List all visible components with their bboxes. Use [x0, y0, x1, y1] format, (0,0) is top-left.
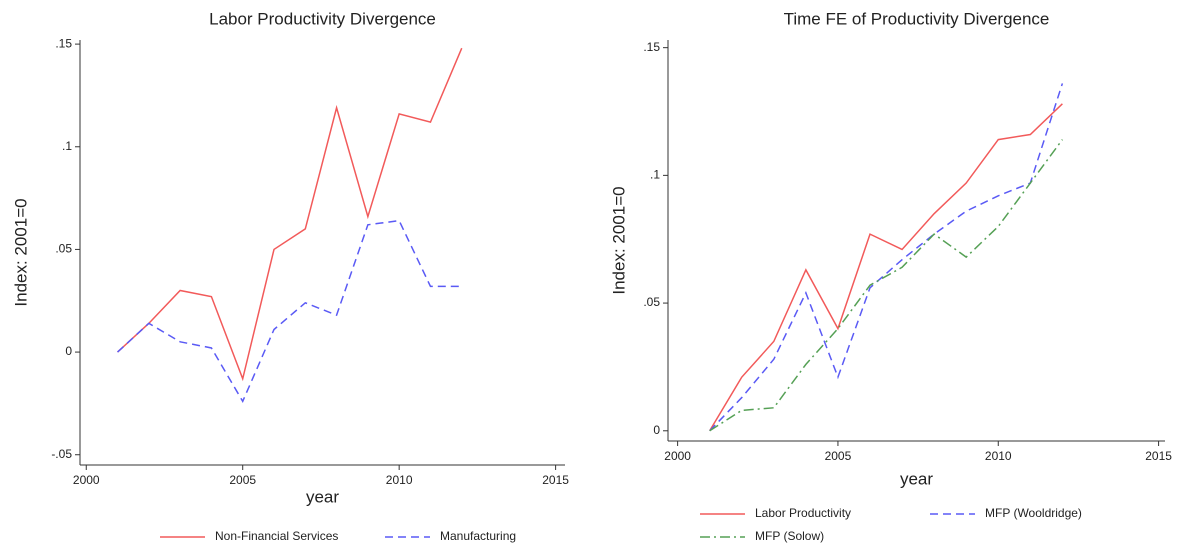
x-tick-label: 2000	[73, 473, 100, 487]
y-tick-label: .1	[650, 168, 660, 182]
y-axis-label: Index: 2001=0	[609, 186, 628, 294]
x-tick-label: 2010	[386, 473, 413, 487]
series-line	[117, 219, 462, 404]
series-line	[117, 47, 463, 382]
chart-title: Time FE of Productivity Divergence	[784, 9, 1050, 28]
series-line	[709, 83, 1064, 432]
y-tick-label: 0	[65, 344, 72, 358]
x-tick-label: 2010	[985, 449, 1012, 463]
series-line	[709, 139, 1063, 432]
x-tick-label: 2005	[229, 473, 256, 487]
y-tick-label: .15	[643, 40, 660, 54]
chart-title: Labor Productivity Divergence	[209, 9, 436, 28]
legend-label: Labor Productivity	[755, 506, 851, 520]
x-axis-label: year	[306, 487, 339, 506]
y-tick-label: 0	[653, 423, 660, 437]
x-tick-label: 2015	[1145, 449, 1172, 463]
y-axis-label: Index: 2001=0	[11, 198, 30, 306]
y-tick-label: .15	[55, 36, 72, 50]
x-axis-label: year	[900, 469, 933, 488]
y-tick-label: .1	[62, 139, 72, 153]
x-tick-label: 2015	[542, 473, 569, 487]
y-tick-label: .05	[55, 242, 72, 256]
y-tick-label: .05	[643, 295, 660, 309]
y-tick-label: -.05	[51, 447, 72, 461]
legend-label: Manufacturing	[440, 529, 516, 543]
legend-label: MFP (Wooldridge)	[985, 506, 1082, 520]
x-tick-label: 2000	[664, 449, 691, 463]
x-tick-label: 2005	[825, 449, 852, 463]
series-line	[709, 103, 1063, 432]
legend-label: MFP (Solow)	[755, 529, 824, 543]
legend-label: Non-Financial Services	[215, 529, 338, 543]
